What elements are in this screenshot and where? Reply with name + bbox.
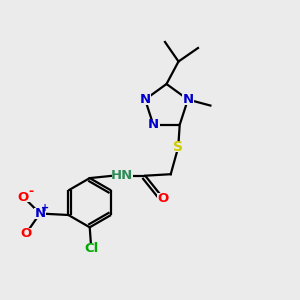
Text: O: O [18, 190, 29, 203]
Text: N: N [182, 93, 194, 106]
Text: O: O [21, 226, 32, 239]
Bar [172, 142, 184, 152]
Bar [112, 171, 133, 181]
Bar [20, 228, 33, 238]
Text: Cl: Cl [84, 242, 98, 255]
Bar [17, 192, 30, 202]
Text: HN: HN [111, 169, 133, 182]
Text: +: + [41, 202, 49, 212]
Text: S: S [173, 140, 183, 154]
Bar [147, 120, 160, 130]
Text: N: N [140, 93, 151, 106]
Bar [182, 94, 194, 105]
Bar [34, 208, 46, 219]
Text: O: O [158, 192, 169, 205]
Bar [139, 94, 152, 105]
Bar [157, 193, 169, 203]
Text: -: - [28, 185, 33, 198]
Bar [81, 243, 102, 254]
Text: N: N [148, 118, 159, 131]
Text: N: N [34, 207, 46, 220]
